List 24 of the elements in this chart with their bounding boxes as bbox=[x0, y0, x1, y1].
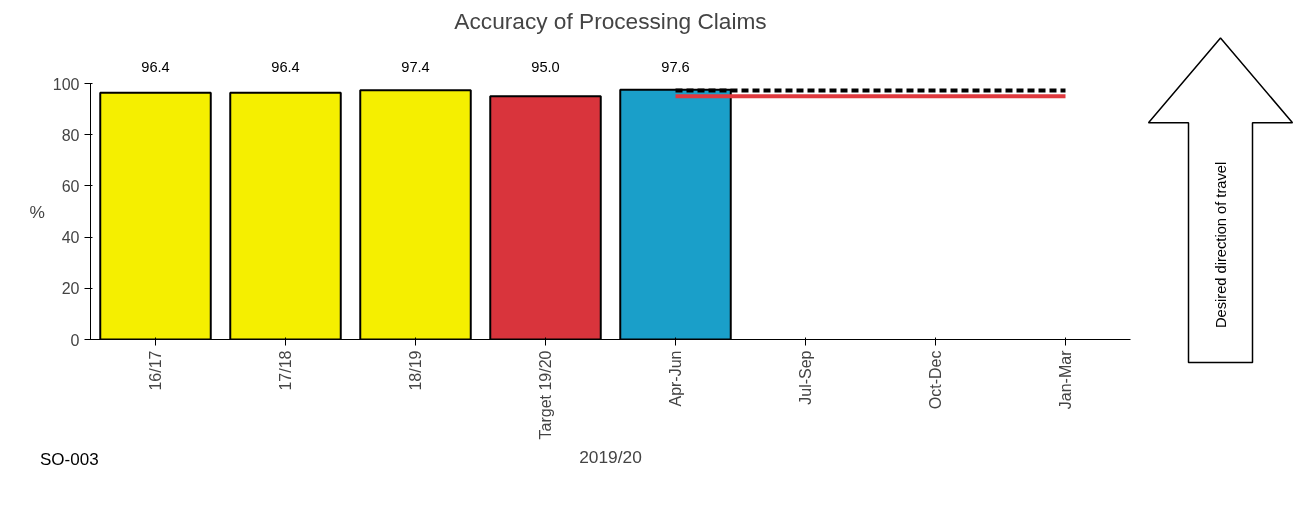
x-tick-label: 18/19 bbox=[407, 350, 424, 391]
y-tick-label: 20 bbox=[61, 280, 80, 298]
data-label: 96.4 bbox=[271, 58, 300, 75]
text: SO-003 bbox=[40, 449, 99, 471]
x-tick-label: 17/18 bbox=[277, 350, 294, 391]
data-label: 96.4 bbox=[141, 58, 170, 75]
y-tick-label: 60 bbox=[61, 177, 80, 195]
y-axis-title: % bbox=[29, 201, 45, 222]
x-tick-label: Target 19/20 bbox=[537, 350, 554, 440]
chart-title: Accuracy of Processing Claims bbox=[454, 7, 767, 34]
x-tick-label: Apr-Jun bbox=[667, 350, 684, 407]
x-tick-label: Jul-Sep bbox=[797, 350, 814, 405]
x-tick-label: 16/17 bbox=[147, 350, 164, 391]
y-tick-label: 40 bbox=[61, 229, 80, 247]
y-tick-label: 100 bbox=[52, 75, 80, 93]
x-axis-title: 2019/20 bbox=[579, 447, 642, 468]
y-tick-label: 80 bbox=[61, 126, 80, 144]
x-tick-label: Oct-Dec bbox=[927, 350, 944, 410]
data-label: 97.4 bbox=[401, 58, 430, 75]
text: Desired direction of travel bbox=[1212, 161, 1229, 328]
data-label: 95.0 bbox=[531, 58, 560, 75]
x-tick-label: Jan-Mar bbox=[1057, 349, 1074, 410]
y-tick-label: 0 bbox=[70, 331, 80, 349]
data-label: 97.6 bbox=[661, 58, 690, 75]
